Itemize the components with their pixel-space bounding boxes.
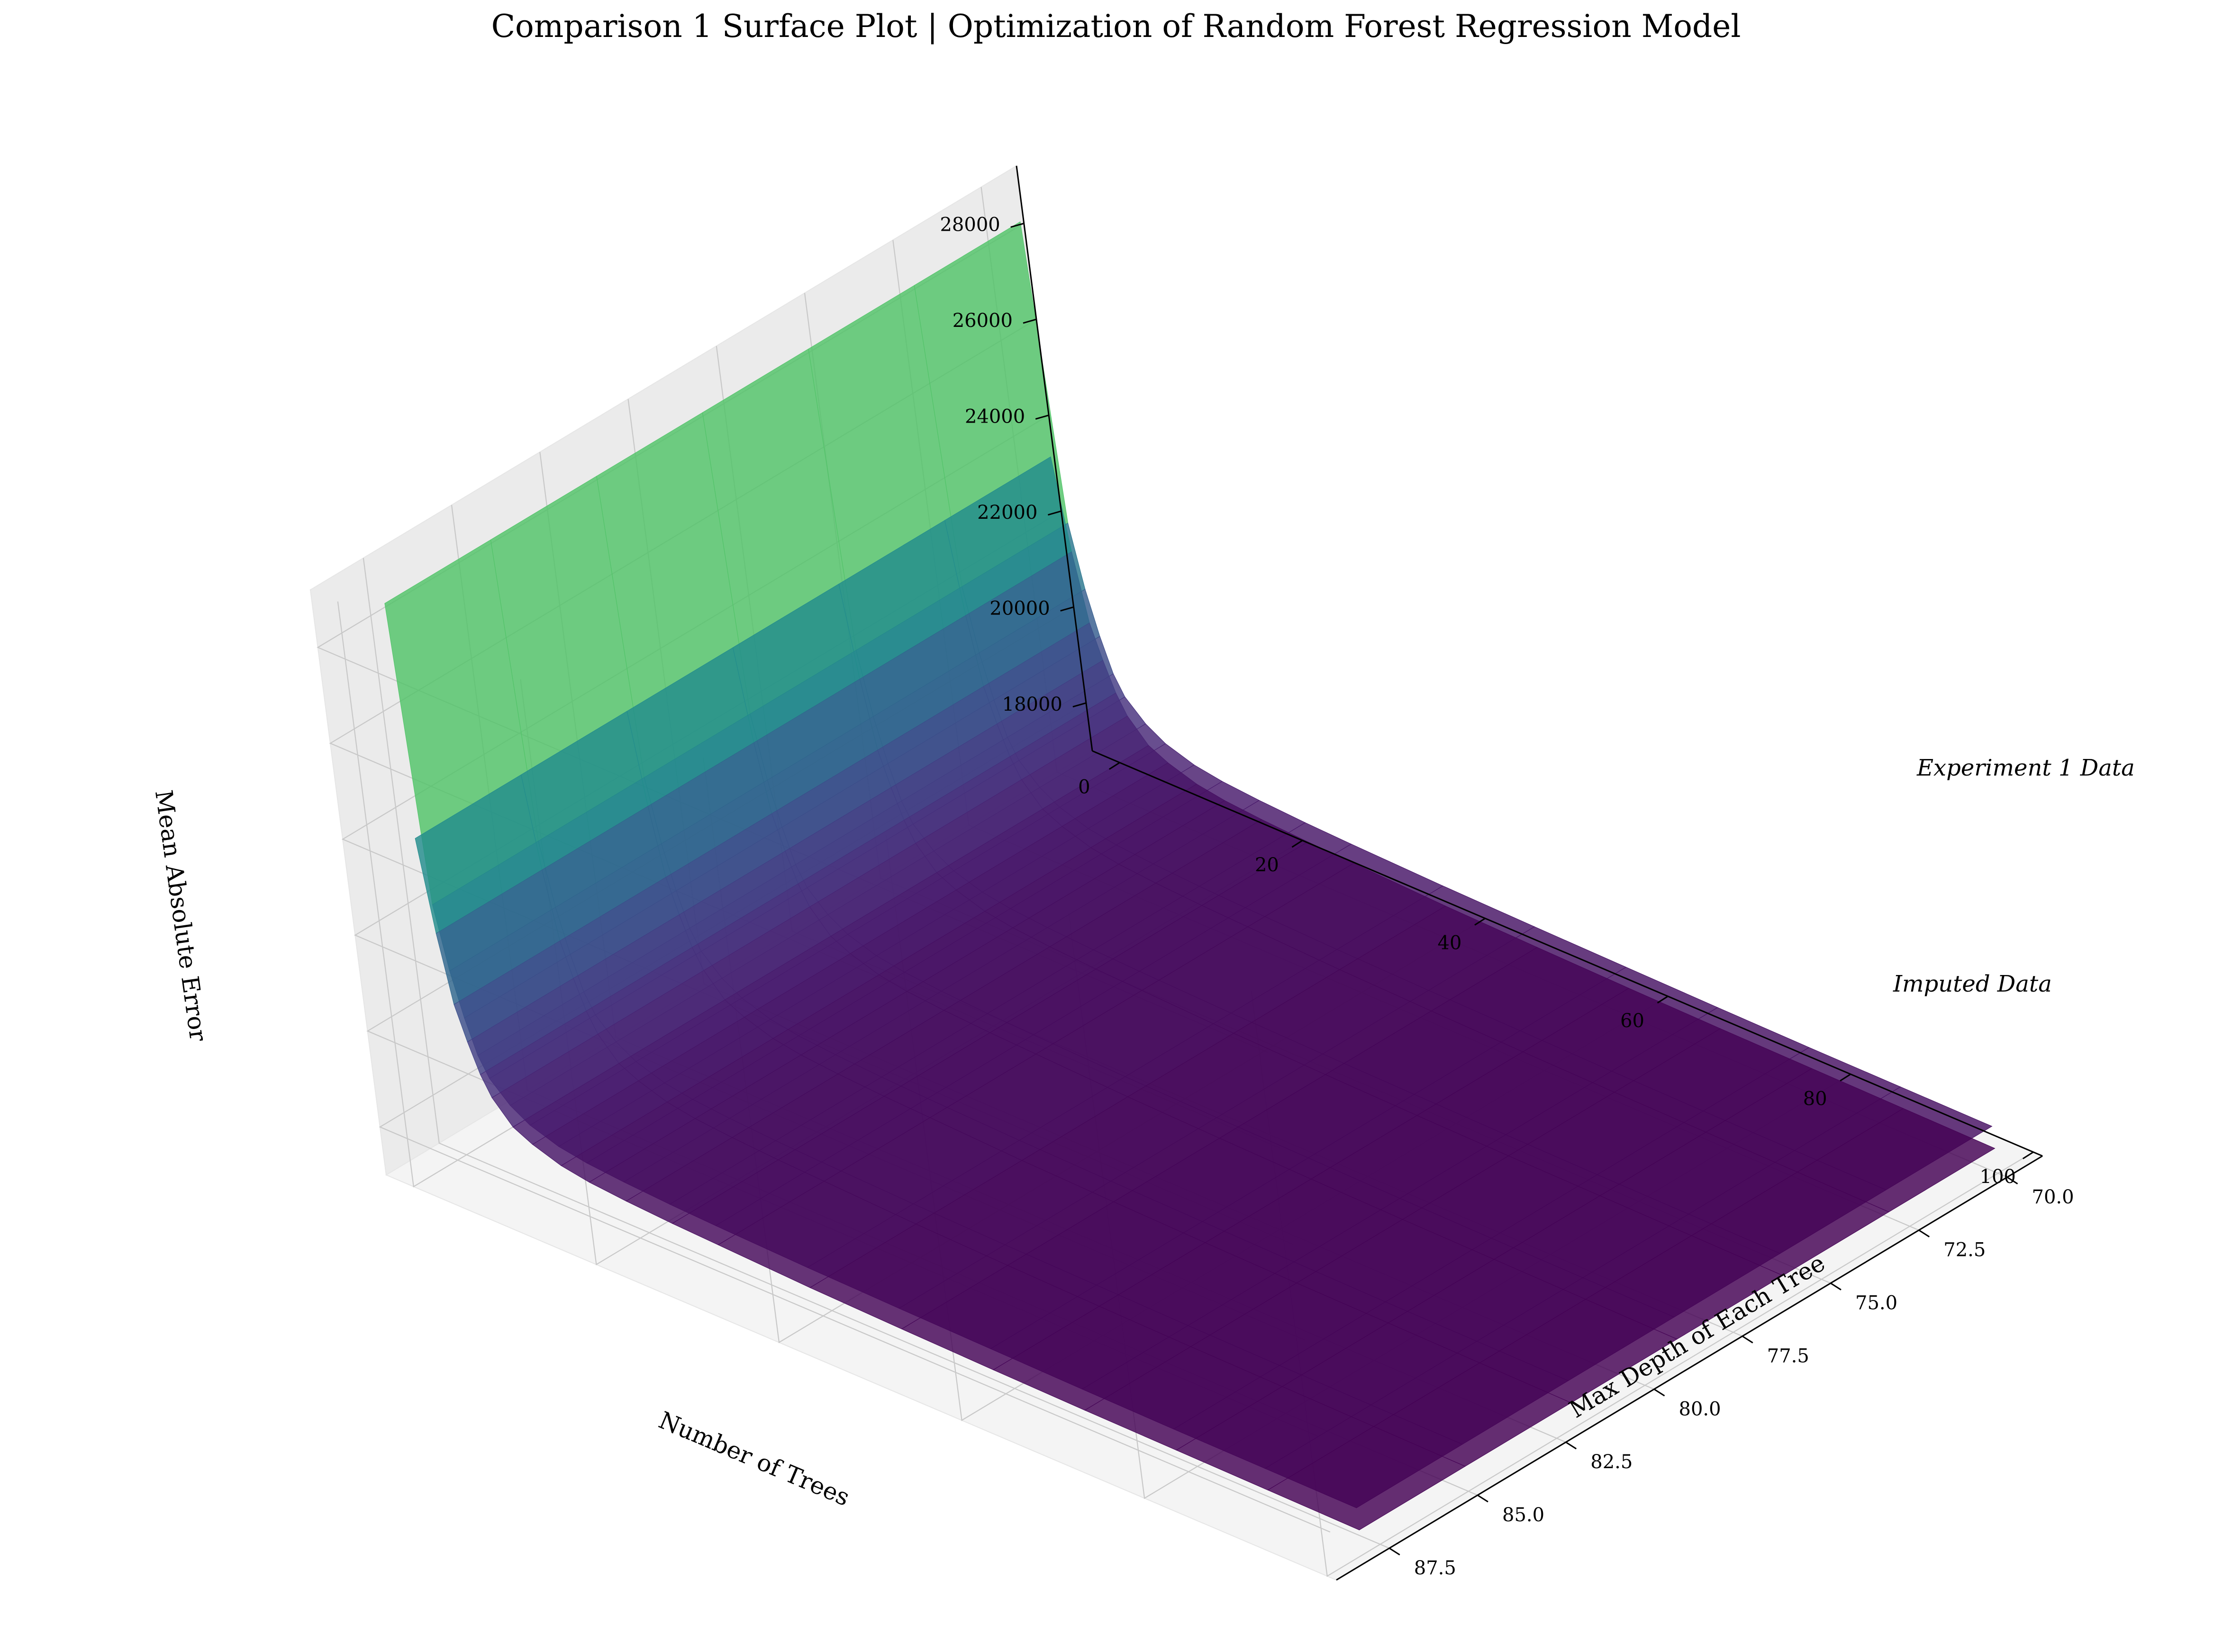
z-axis-title: Mean Absolute Error (150, 788, 212, 1043)
y-tick (1388, 1547, 1400, 1556)
y-axis-line (1336, 1155, 2043, 1581)
z-tick (1060, 606, 1074, 612)
y-tick (1565, 1441, 1577, 1450)
series-label-experiment-1: Experiment 1 Data (1916, 755, 2135, 781)
grid-line-y (363, 558, 1390, 1549)
x-tick-label: 60 (1620, 1010, 1644, 1032)
y-tick-label: 87.5 (1414, 1557, 1456, 1579)
x-tick-label: 20 (1255, 854, 1279, 876)
y-tick (2006, 1176, 2018, 1185)
y-tick-label: 75.0 (1855, 1292, 1897, 1314)
series-label-imputed: Imputed Data (1893, 971, 2052, 997)
z-axis-line (1016, 165, 1093, 751)
y-tick-label: 82.5 (1590, 1451, 1633, 1473)
z-tick-label: 24000 (965, 406, 1025, 427)
y-tick-label: 77.5 (1767, 1345, 1809, 1367)
x-tick-label: 40 (1438, 932, 1462, 954)
x-tick (2022, 1151, 2034, 1160)
y-tick (1742, 1336, 1753, 1344)
z-tick-label: 18000 (1002, 694, 1062, 715)
y-tick-label: 70.0 (2032, 1186, 2074, 1208)
z-tick (1072, 702, 1087, 708)
surfaces (384, 221, 1996, 1530)
y-tick-label: 85.0 (1502, 1504, 1544, 1526)
x-tick (1840, 1074, 1851, 1082)
x-tick-label: 100 (1980, 1166, 2016, 1188)
chart-title: Comparison 1 Surface Plot | Optimization… (491, 8, 1741, 45)
surface-patch (1267, 1426, 1466, 1530)
z-tick (1048, 510, 1062, 516)
z-tick-label: 22000 (977, 502, 1037, 524)
y-tick (1918, 1229, 1930, 1237)
y-tick-label: 80.0 (1679, 1398, 1721, 1420)
y-tick (1477, 1494, 1488, 1503)
z-tick (1023, 318, 1037, 324)
y-tick (1830, 1282, 1842, 1291)
surface-imputed (415, 456, 1996, 1530)
x-tick-label: 0 (1078, 776, 1090, 798)
z-tick-label: 28000 (940, 214, 1000, 235)
x-tick (1474, 918, 1486, 926)
x-axis-line (1092, 750, 2043, 1157)
y-tick (1653, 1388, 1665, 1397)
x-axis-title: Number of Trees (655, 1406, 854, 1511)
axes (1010, 165, 2043, 1581)
x-tick-label: 80 (1803, 1088, 1827, 1110)
x-tick (1657, 995, 1669, 1004)
z-tick-label: 20000 (989, 597, 1050, 619)
z-tick (1010, 223, 1025, 228)
x-tick (1291, 840, 1303, 848)
y-tick-label: 72.5 (1943, 1239, 1986, 1261)
x-tick (1109, 762, 1120, 770)
z-tick (1035, 414, 1049, 420)
z-tick-label: 26000 (953, 310, 1013, 332)
